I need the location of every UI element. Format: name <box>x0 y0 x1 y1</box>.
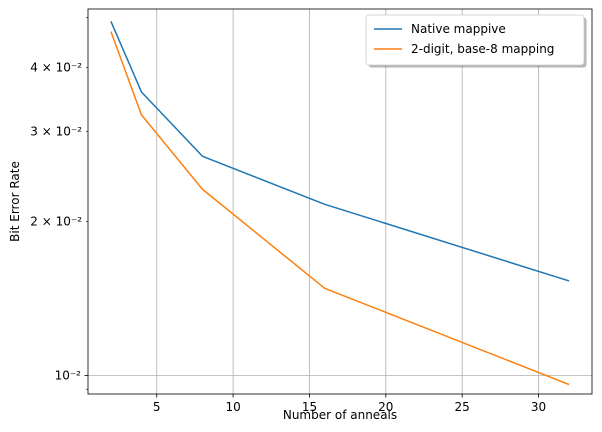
legend: Native mappive 2-digit, base-8 mapping <box>365 14 587 68</box>
y-tick-label: 10⁻² <box>55 368 82 382</box>
legend-label-2: 2-digit, base-8 mapping <box>411 42 554 56</box>
legend-box <box>365 14 585 66</box>
y-axis-label: Bit Error Rate <box>8 161 22 242</box>
legend-label-1: Native mappive <box>411 22 506 36</box>
y-minor-tick-label: 2 × 10⁻² <box>30 214 82 228</box>
series-lines <box>110 21 570 386</box>
x-tick-label: 25 <box>455 400 470 414</box>
y-minor-tick-label: 4 × 10⁻² <box>30 60 82 74</box>
y-minor-tick-label: 3 × 10⁻² <box>30 124 82 138</box>
grid <box>88 9 592 394</box>
series-line-2 <box>110 31 570 386</box>
x-tick-label: 30 <box>531 400 546 414</box>
plot-frame <box>87 8 593 395</box>
series-line-1 <box>110 21 570 282</box>
x-tick-label: 20 <box>378 400 393 414</box>
x-axis-label: Number of anneals <box>283 408 397 422</box>
x-tick-label: 5 <box>153 400 161 414</box>
x-tick-label: 10 <box>225 400 240 414</box>
x-tick-label: 15 <box>302 400 317 414</box>
axis-ticks: 5 10 15 20 25 30 10⁻² 2 × 10⁻² 3 × 10⁻² 4 × 10⁻² <box>30 17 546 414</box>
